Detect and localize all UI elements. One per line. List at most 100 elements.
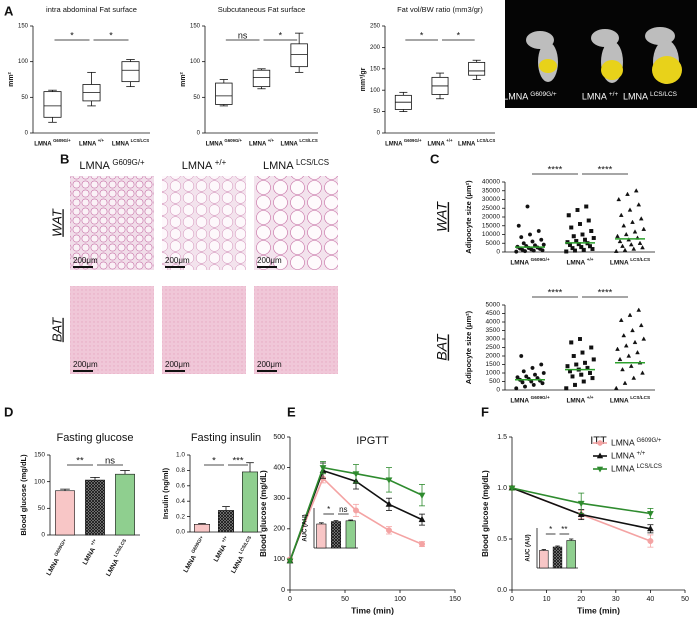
marker [385, 500, 393, 507]
marker [571, 234, 576, 239]
marker [525, 204, 530, 209]
superscript: +/+ [98, 138, 105, 143]
marker [541, 242, 546, 247]
panel-letter: C [430, 151, 440, 166]
superscript: G609G/+ [53, 138, 71, 143]
panel-letter: E [287, 404, 296, 419]
bar [566, 540, 576, 569]
y-tick-label: 25000 [482, 205, 500, 212]
box [290, 43, 308, 68]
superscript: +/+ [637, 450, 646, 457]
y-tick-label: 150 [190, 24, 201, 30]
marker [577, 510, 585, 517]
x-tick-label: LMNA G609G/+ [206, 138, 243, 147]
column-header: LMNA G609G/+ [79, 158, 145, 172]
marker [622, 380, 628, 385]
y-tick-label: 50 [21, 95, 28, 101]
y-tick-label: 100 [190, 59, 201, 65]
marker [631, 375, 637, 380]
y-tick-label: 0.8 [176, 467, 185, 474]
sig-label: ** [76, 456, 84, 467]
marker [627, 312, 633, 317]
marker [514, 249, 519, 254]
marker [531, 382, 536, 387]
x-tick-label: LMNA G609G/+ [34, 138, 71, 147]
scale-bar-label: 200μm [73, 256, 98, 265]
y-axis-label: Blood glucose (mg/dL) [19, 454, 28, 536]
superscript: +/+ [446, 138, 453, 143]
y-tick-label: 0 [377, 131, 381, 137]
superscript: G609G/+ [531, 257, 550, 262]
y-axis-label: mm³/gr [360, 67, 367, 91]
marker [583, 360, 588, 365]
sig-label: ns [238, 30, 248, 40]
marker [621, 223, 627, 228]
y-tick-label: 0 [496, 387, 500, 394]
y-tick-label: 0 [496, 249, 500, 256]
y-tick-label: 50 [38, 505, 46, 512]
y-tick-label: 200 [273, 526, 285, 533]
y-tick-label: 4500 [486, 310, 501, 317]
marker [613, 385, 619, 390]
y-tick-label: 0.6 [176, 483, 185, 490]
sig-label: ns [339, 505, 347, 514]
row-label: BAT [49, 317, 64, 342]
marker [622, 247, 628, 252]
marker [618, 317, 624, 322]
superscript: LCS/LCS [299, 138, 318, 143]
marker [615, 346, 620, 351]
y-axis-label: AUC (AU) [526, 534, 532, 561]
marker [579, 245, 584, 250]
x-tick-label: LMNA +/+ [566, 257, 593, 266]
x-tick-label: LMNA G609G/+ [510, 395, 550, 404]
x-tick-label: LMNA G609G/+ [43, 538, 71, 577]
marker [528, 232, 533, 237]
marker [570, 246, 575, 251]
superscript: LCS/LCS [477, 138, 496, 143]
marker [386, 527, 393, 534]
superscript: G609G/+ [531, 395, 550, 400]
micrograph [162, 176, 246, 270]
x-tick-label: LMNA +/+ [566, 395, 593, 404]
bar [242, 471, 258, 533]
y-axis-label: mm² [180, 71, 187, 86]
marker [530, 239, 535, 244]
x-tick-label: LMNA +/+ [249, 138, 274, 147]
y-tick-label: 35000 [482, 187, 500, 194]
marker [419, 541, 426, 548]
y-tick-label: 20000 [482, 214, 500, 221]
marker [539, 237, 544, 242]
x-axis-label: Time (min) [577, 605, 620, 615]
x-tick-label: LMNA G609G/+ [385, 138, 422, 147]
marker [637, 240, 643, 245]
row-label: WAT [434, 201, 450, 232]
marker [533, 372, 538, 377]
y-tick-label: 1000 [486, 370, 501, 377]
superscript: G609G/+ [190, 535, 204, 554]
photo-label: LMNA LCS/LCS [623, 91, 678, 102]
y-tick-label: 150 [370, 66, 381, 72]
marker [590, 376, 595, 381]
marker [620, 243, 625, 248]
y-axis-label: mm² [8, 71, 15, 86]
marker [628, 363, 634, 368]
box [121, 61, 140, 83]
y-tick-label: 100 [273, 556, 285, 563]
marker [586, 218, 591, 223]
x-tick-label: LMNA LCS/LCS [458, 138, 495, 147]
sig-label: * [457, 30, 461, 40]
sig-label: * [70, 30, 74, 40]
micrograph [254, 286, 338, 374]
marker [630, 327, 635, 333]
photo-label: LMNA G609G/+ [503, 91, 557, 102]
marker [640, 370, 645, 375]
sig-label: * [279, 30, 283, 40]
superscript: G609G/+ [637, 437, 662, 444]
sig-label: * [212, 456, 216, 467]
bar [55, 490, 75, 536]
marker [623, 343, 629, 348]
y-tick-label: 100 [370, 88, 381, 94]
micrograph [254, 176, 338, 270]
marker [540, 381, 545, 386]
marker [620, 367, 625, 372]
